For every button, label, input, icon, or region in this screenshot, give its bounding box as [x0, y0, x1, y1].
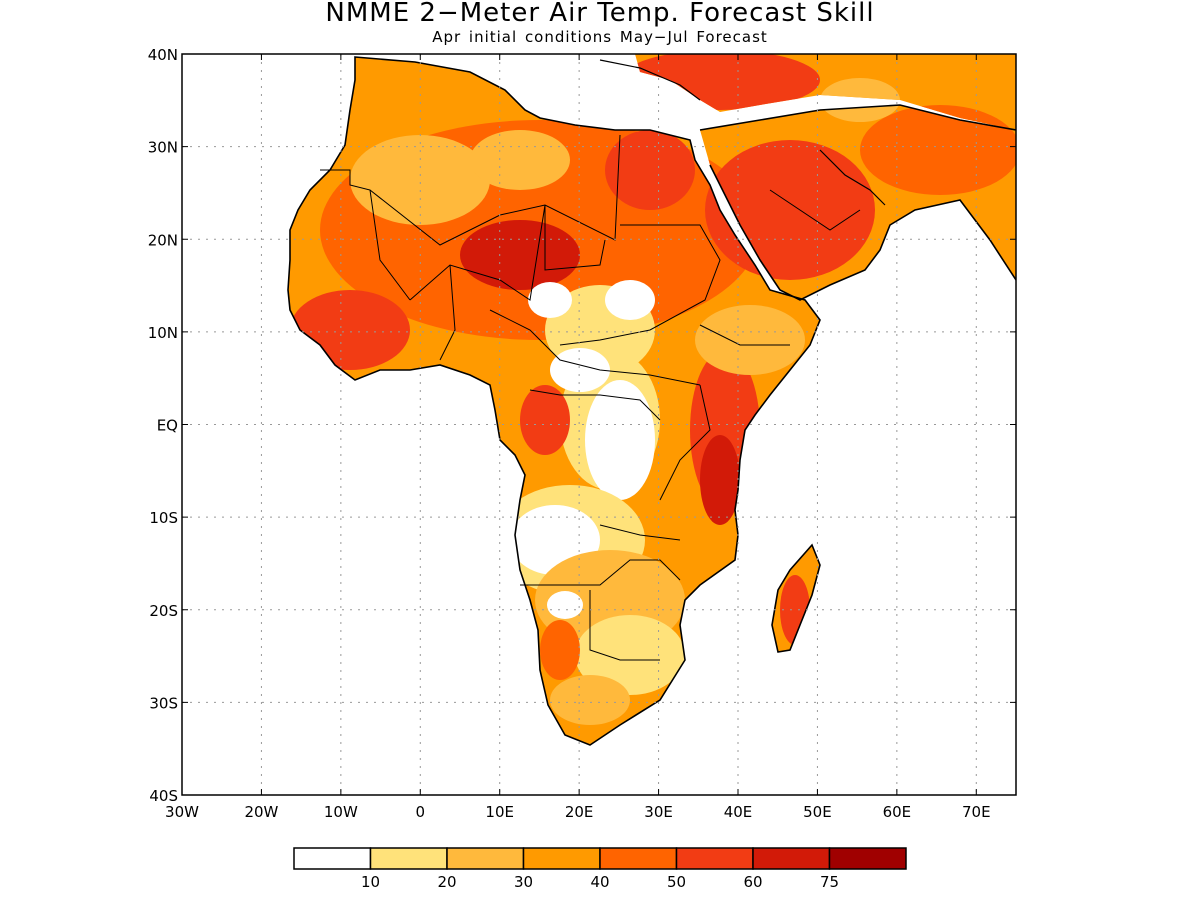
lat-tick-label: 30N [148, 139, 178, 157]
lat-tick-label: 20S [149, 602, 178, 620]
colorbar-label: 10 [361, 873, 380, 891]
colorbar-swatch [828, 847, 907, 870]
lat-tick-label: 10S [149, 509, 178, 527]
colorbar [293, 847, 907, 870]
colorbar-label: 60 [743, 873, 762, 891]
lon-tick-label: 10E [485, 803, 514, 821]
map-title: NMME 2−Meter Air Temp. Forecast Skill [325, 0, 875, 28]
lon-tick-label: 70E [962, 803, 991, 821]
lat-tick-label: 40N [148, 46, 178, 64]
lat-tick-label: EQ [157, 417, 178, 435]
colorbar-swatch [752, 847, 831, 870]
lon-tick-label: 50E [803, 803, 832, 821]
longitude-labels: 30W 20W 10W 0 10E 20E 30E 40E 50E 60E 70E [165, 803, 991, 821]
lat-tick-label: 20N [148, 231, 178, 249]
colorbar-label: 30 [514, 873, 533, 891]
lon-tick-label: 30W [165, 803, 199, 821]
map-subtitle: Apr initial conditions May−Jul Forecast [432, 28, 768, 46]
colorbar-swatch [522, 847, 601, 870]
colorbar-swatch [293, 847, 372, 870]
skill-shading-layer [288, 54, 1016, 745]
colorbar-swatch [675, 847, 754, 870]
lon-tick-label: 30E [644, 803, 673, 821]
coastline-layer [287, 56, 1016, 746]
lon-tick-label: 0 [416, 803, 426, 821]
colorbar-labels: 10 20 30 40 50 60 75 [361, 873, 839, 891]
latitude-labels: 40N 30N 20N 10N EQ 10S 20S 30S 40S [148, 46, 178, 805]
lat-tick-label: 30S [149, 694, 178, 712]
colorbar-swatch [599, 847, 678, 870]
colorbar-label: 20 [437, 873, 456, 891]
lon-tick-label: 40E [724, 803, 753, 821]
lon-tick-label: 20E [565, 803, 594, 821]
axis-ticks [181, 53, 1016, 796]
colorbar-label: 40 [590, 873, 609, 891]
colorbar-label: 50 [667, 873, 686, 891]
colorbar-swatch [369, 847, 448, 870]
colorbar-label: 75 [820, 873, 839, 891]
lon-tick-label: 10W [324, 803, 358, 821]
graticule [182, 54, 1016, 795]
lat-tick-label: 40S [149, 787, 178, 805]
lon-tick-label: 20W [244, 803, 278, 821]
lon-tick-label: 60E [883, 803, 912, 821]
colorbar-swatch [446, 847, 525, 870]
lat-tick-label: 10N [148, 324, 178, 342]
